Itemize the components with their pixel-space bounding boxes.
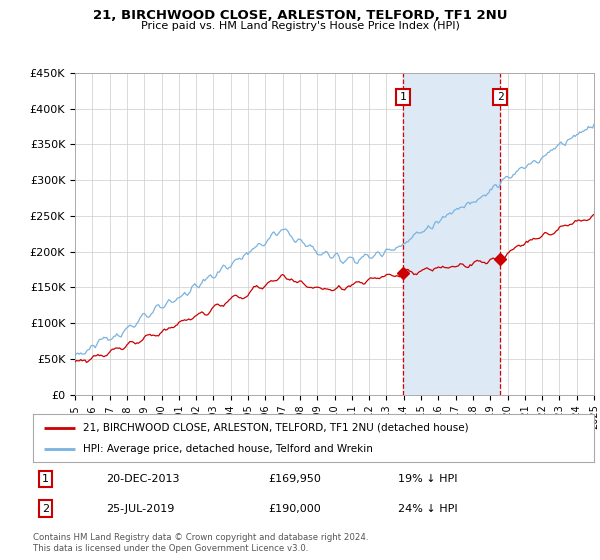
Text: 19% ↓ HPI: 19% ↓ HPI: [398, 474, 457, 484]
Text: £169,950: £169,950: [269, 474, 322, 484]
Text: £190,000: £190,000: [269, 503, 322, 514]
Bar: [403, 73, 500, 395]
Text: 20-DEC-2013: 20-DEC-2013: [106, 474, 179, 484]
Text: 2: 2: [497, 92, 503, 102]
Text: 1: 1: [42, 474, 49, 484]
Text: HPI: Average price, detached house, Telford and Wrekin: HPI: Average price, detached house, Telf…: [83, 444, 373, 454]
Text: 21, BIRCHWOOD CLOSE, ARLESTON, TELFORD, TF1 2NU (detached house): 21, BIRCHWOOD CLOSE, ARLESTON, TELFORD, …: [83, 423, 469, 433]
Text: Contains HM Land Registry data © Crown copyright and database right 2024.
This d: Contains HM Land Registry data © Crown c…: [33, 533, 368, 553]
Text: 21, BIRCHWOOD CLOSE, ARLESTON, TELFORD, TF1 2NU: 21, BIRCHWOOD CLOSE, ARLESTON, TELFORD, …: [93, 9, 507, 22]
Text: 1: 1: [400, 92, 407, 102]
Text: Price paid vs. HM Land Registry's House Price Index (HPI): Price paid vs. HM Land Registry's House …: [140, 21, 460, 31]
Text: 25-JUL-2019: 25-JUL-2019: [106, 503, 175, 514]
Text: 2: 2: [42, 503, 49, 514]
Text: 24% ↓ HPI: 24% ↓ HPI: [398, 503, 457, 514]
